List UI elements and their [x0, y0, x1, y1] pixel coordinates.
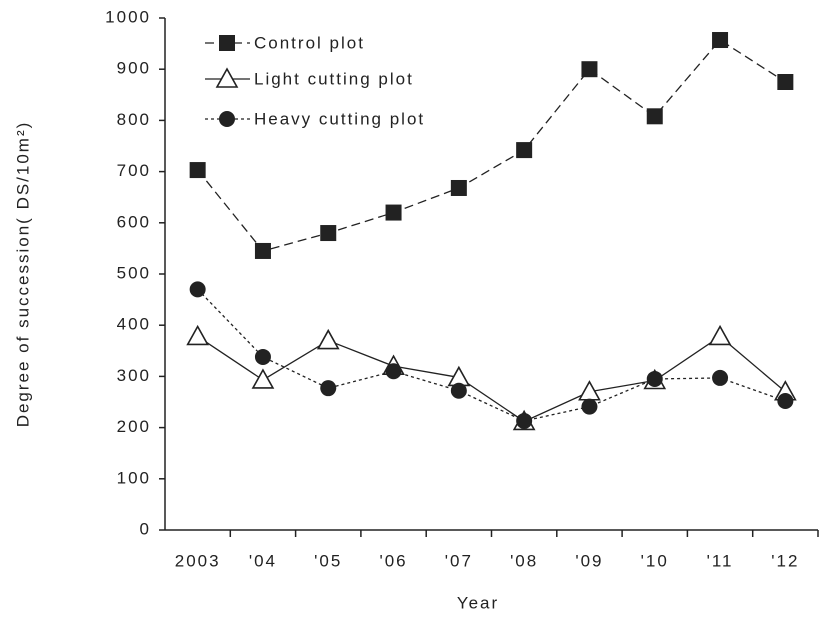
y-tick-label: 400: [117, 315, 151, 334]
legend-marker: [219, 111, 235, 127]
x-tick-label: '12: [771, 551, 799, 570]
y-tick-label: 300: [117, 366, 151, 385]
y-tick-label: 600: [117, 212, 151, 231]
x-tick-label: '05: [314, 551, 342, 570]
legend-label: Heavy cutting plot: [254, 109, 425, 128]
marker: [254, 242, 271, 259]
y-tick-label: 900: [117, 59, 151, 78]
marker: [189, 162, 206, 179]
marker: [646, 370, 663, 387]
marker: [450, 382, 467, 399]
legend-label: Light cutting plot: [254, 69, 414, 88]
y-tick-label: 1000: [105, 7, 151, 26]
marker: [320, 225, 337, 242]
x-tick-label: '09: [575, 551, 603, 570]
marker: [712, 369, 729, 386]
marker: [385, 204, 402, 221]
marker: [320, 380, 337, 397]
marker: [646, 108, 663, 125]
marker: [777, 392, 794, 409]
y-tick-label: 800: [117, 110, 151, 129]
marker: [189, 281, 206, 298]
legend-marker: [215, 67, 239, 88]
legend-marker: [219, 35, 235, 51]
y-axis-label: Degree of succession( DS/10m²): [13, 121, 32, 428]
marker: [712, 32, 729, 49]
x-tick-label: '07: [445, 551, 473, 570]
marker: [316, 328, 340, 350]
marker: [186, 324, 210, 346]
marker: [708, 324, 732, 346]
marker: [581, 61, 598, 78]
marker: [516, 412, 533, 429]
series-line: [197, 39, 786, 252]
x-tick-label: '08: [510, 551, 538, 570]
marker: [581, 398, 598, 415]
x-tick-label: '04: [249, 551, 277, 570]
y-tick-label: 0: [140, 519, 151, 538]
legend-label: Control plot: [254, 33, 365, 52]
marker: [777, 74, 794, 90]
x-tick-label: '06: [379, 551, 407, 570]
marker: [385, 363, 402, 380]
y-tick-label: 500: [117, 263, 151, 282]
marker: [450, 179, 467, 196]
series-line: [197, 335, 786, 423]
y-tick-label: 700: [117, 161, 151, 180]
marker: [516, 142, 533, 159]
y-tick-label: 100: [117, 468, 151, 487]
y-tick-label: 200: [117, 417, 151, 436]
x-tick-label: '10: [641, 551, 669, 570]
x-axis-label: Year: [457, 593, 499, 612]
x-tick-label: 2003: [175, 551, 221, 570]
marker: [251, 368, 275, 389]
marker: [254, 348, 271, 365]
x-tick-label: '11: [707, 551, 734, 570]
series-line: [197, 288, 786, 422]
